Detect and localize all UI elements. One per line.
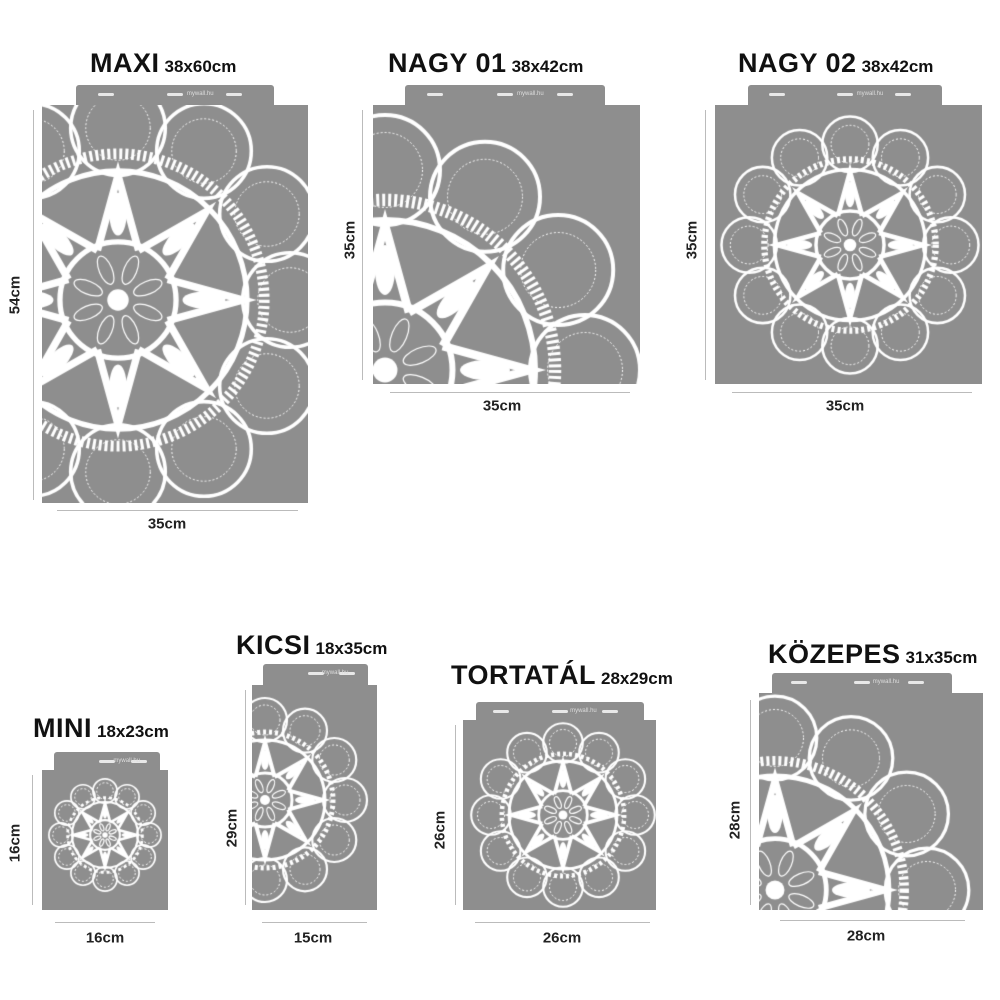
hanger-hole: [427, 93, 443, 96]
hanger-hole: [837, 93, 853, 96]
brand-label: mywall.hu: [113, 758, 141, 764]
hanger-hole: [99, 760, 115, 763]
hanger-tab: mywall.hu: [772, 673, 952, 693]
hanger-tab: mywall.hu: [748, 85, 942, 105]
width-dimension-line: [390, 392, 630, 393]
hanger-hole: [167, 93, 183, 96]
height-dimension-line: [750, 700, 751, 905]
hanger-hole: [602, 710, 619, 713]
stencil-size: 28x29cm: [600, 669, 673, 688]
hanger-hole: [895, 93, 912, 96]
height-label: 29cm: [223, 808, 241, 848]
stencil-name: MAXI: [90, 48, 160, 78]
height-dimension-line: [362, 110, 363, 380]
mandala-pattern: [463, 720, 656, 910]
brand-label: mywall.hu: [321, 670, 349, 676]
title-mini: MINI 18x23cm: [33, 713, 169, 744]
width-label: 28cm: [846, 927, 886, 945]
stencil-k-zepes: [759, 693, 983, 910]
title-nagy-01: NAGY 01 38x42cm: [388, 48, 583, 79]
hanger-hole: [307, 672, 324, 675]
width-label: 15cm: [293, 929, 333, 947]
width-label: 35cm: [147, 515, 187, 533]
hanger-tab: mywall.hu: [405, 85, 605, 105]
hanger-hole: [97, 93, 114, 96]
hanger-hole: [552, 710, 568, 713]
height-dimension-line: [245, 690, 246, 905]
hanger-hole: [493, 710, 510, 713]
stencil-size: 38x42cm: [511, 57, 584, 76]
height-dimension-line: [33, 110, 34, 500]
stencil-nagy-01: [373, 105, 640, 384]
mandala-pattern: [42, 105, 308, 503]
hanger-hole: [854, 681, 870, 684]
mandala-pattern: [252, 685, 377, 910]
brand-label: mywall.hu: [517, 91, 544, 97]
width-dimension-line: [55, 922, 155, 923]
hanger-hole: [791, 681, 807, 684]
stencil-tortat-l: [463, 720, 656, 910]
hanger-hole: [769, 93, 786, 96]
stencil-size: 18x35cm: [315, 639, 388, 658]
hanger-hole: [497, 93, 513, 96]
brand-label: mywall.hu: [186, 91, 214, 97]
height-label: 26cm: [431, 810, 449, 850]
stencil-size: 31x35cm: [905, 648, 978, 667]
stencil-name: MINI: [33, 713, 92, 743]
hanger-hole: [339, 672, 355, 675]
height-label: 28cm: [726, 800, 744, 840]
title-k-zepes: KÖZEPES 31x35cm: [768, 639, 977, 670]
width-label: 16cm: [85, 929, 125, 947]
brand-label: mywall.hu: [856, 91, 884, 97]
hanger-tab: mywall.hu: [476, 702, 644, 720]
mandala-pattern: [759, 693, 983, 910]
hanger-hole: [130, 760, 147, 763]
height-dimension-line: [705, 110, 706, 380]
mandala-pattern: [715, 105, 982, 384]
height-label: 35cm: [683, 220, 701, 260]
brand-label: mywall.hu: [570, 708, 597, 714]
title-maxi: MAXI 38x60cm: [90, 48, 236, 79]
stencil-name: NAGY 01: [388, 48, 507, 78]
width-label: 35cm: [482, 397, 522, 415]
stencil-size: 38x60cm: [164, 57, 237, 76]
stencil-name: TORTATÁL: [451, 660, 596, 690]
width-dimension-line: [780, 920, 965, 921]
hanger-hole: [226, 93, 243, 96]
width-label: 26cm: [542, 929, 582, 947]
stencil-size: 38x42cm: [861, 57, 934, 76]
height-dimension-line: [455, 725, 456, 905]
title-nagy-02: NAGY 02 38x42cm: [738, 48, 933, 79]
stencil-kicsi: [252, 685, 377, 910]
stencil-maxi: [42, 105, 308, 503]
stencil-name: KÖZEPES: [768, 639, 901, 669]
hanger-tab: mywall.hu: [54, 752, 160, 770]
stencil-name: NAGY 02: [738, 48, 857, 78]
width-dimension-line: [262, 922, 367, 923]
brand-label: mywall.hu: [872, 679, 900, 685]
height-label: 35cm: [341, 220, 359, 260]
width-dimension-line: [57, 510, 298, 511]
height-dimension-line: [32, 775, 33, 905]
mandala-pattern: [42, 770, 168, 910]
width-dimension-line: [732, 392, 972, 393]
title-kicsi: KICSI 18x35cm: [236, 630, 387, 661]
title-tortat-l: TORTATÁL 28x29cm: [451, 660, 673, 691]
hanger-hole: [908, 681, 924, 684]
stencil-size: 18x23cm: [97, 722, 169, 741]
hanger-hole: [557, 93, 573, 96]
hanger-tab: mywall.hu: [263, 664, 368, 685]
mandala-pattern: [373, 105, 640, 384]
width-dimension-line: [475, 922, 650, 923]
hanger-tab: mywall.hu: [76, 85, 274, 105]
height-label: 54cm: [6, 275, 24, 315]
stencil-name: KICSI: [236, 630, 311, 660]
stencil-nagy-02: [715, 105, 982, 384]
height-label: 16cm: [6, 823, 24, 863]
width-label: 35cm: [825, 397, 865, 415]
stencil-mini: [42, 770, 168, 910]
